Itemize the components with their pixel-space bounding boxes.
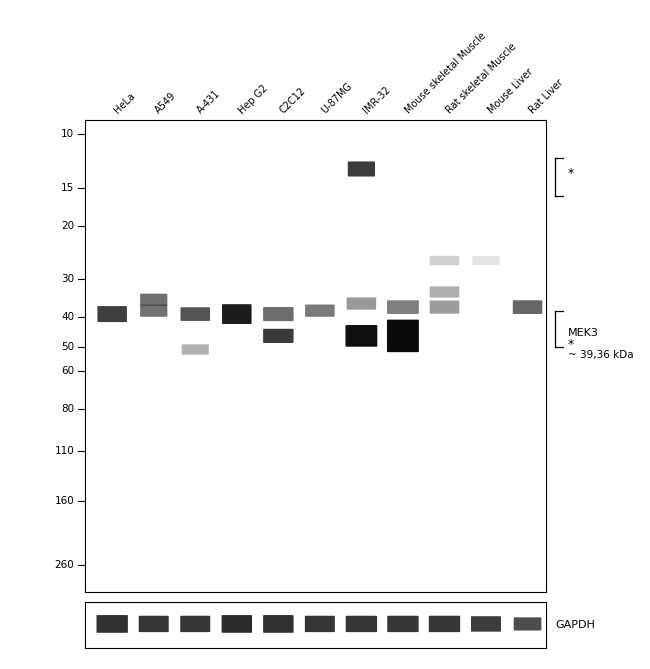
FancyBboxPatch shape bbox=[180, 615, 210, 632]
FancyBboxPatch shape bbox=[140, 304, 167, 317]
Text: *: * bbox=[568, 167, 575, 180]
Text: 80: 80 bbox=[61, 404, 74, 414]
Text: Hep G2: Hep G2 bbox=[237, 83, 270, 116]
FancyBboxPatch shape bbox=[263, 615, 294, 633]
Text: 110: 110 bbox=[55, 446, 74, 456]
Text: ~ 39,36 kDa: ~ 39,36 kDa bbox=[568, 350, 634, 360]
FancyBboxPatch shape bbox=[346, 615, 377, 632]
FancyBboxPatch shape bbox=[430, 300, 460, 314]
FancyBboxPatch shape bbox=[96, 615, 128, 633]
Text: 40: 40 bbox=[61, 312, 74, 322]
FancyBboxPatch shape bbox=[430, 256, 460, 265]
Text: U-87MG: U-87MG bbox=[320, 81, 354, 116]
FancyBboxPatch shape bbox=[222, 304, 252, 324]
Text: *: * bbox=[568, 338, 575, 351]
FancyBboxPatch shape bbox=[430, 286, 460, 298]
FancyBboxPatch shape bbox=[98, 306, 127, 322]
Text: Mouse Liver: Mouse Liver bbox=[486, 67, 535, 116]
Text: 10: 10 bbox=[61, 129, 74, 139]
FancyBboxPatch shape bbox=[263, 328, 294, 343]
Text: Mouse skeletal Muscle: Mouse skeletal Muscle bbox=[403, 31, 488, 116]
Text: 50: 50 bbox=[61, 342, 74, 352]
FancyBboxPatch shape bbox=[387, 615, 419, 632]
FancyBboxPatch shape bbox=[514, 617, 541, 630]
FancyBboxPatch shape bbox=[305, 304, 335, 317]
Text: C2C12: C2C12 bbox=[278, 86, 308, 116]
FancyBboxPatch shape bbox=[140, 294, 167, 306]
FancyBboxPatch shape bbox=[138, 615, 169, 632]
Text: Rat Liver: Rat Liver bbox=[528, 78, 566, 116]
FancyBboxPatch shape bbox=[471, 616, 501, 632]
FancyBboxPatch shape bbox=[346, 298, 376, 310]
Text: MEK3: MEK3 bbox=[568, 328, 599, 339]
Text: 20: 20 bbox=[61, 221, 74, 231]
FancyBboxPatch shape bbox=[346, 325, 377, 347]
Text: 260: 260 bbox=[55, 560, 74, 569]
FancyBboxPatch shape bbox=[263, 307, 294, 321]
FancyBboxPatch shape bbox=[387, 320, 419, 352]
Text: 30: 30 bbox=[61, 274, 74, 284]
FancyBboxPatch shape bbox=[387, 300, 419, 314]
Text: GAPDH: GAPDH bbox=[555, 620, 595, 630]
Text: 160: 160 bbox=[55, 496, 74, 506]
FancyBboxPatch shape bbox=[513, 300, 542, 314]
FancyBboxPatch shape bbox=[429, 615, 460, 632]
FancyBboxPatch shape bbox=[222, 615, 252, 633]
Text: Rat skeletal Muscle: Rat skeletal Muscle bbox=[445, 41, 518, 116]
Text: A549: A549 bbox=[153, 91, 179, 116]
Text: 60: 60 bbox=[61, 366, 74, 376]
FancyBboxPatch shape bbox=[348, 161, 375, 177]
FancyBboxPatch shape bbox=[181, 307, 210, 321]
FancyBboxPatch shape bbox=[473, 256, 500, 265]
Text: 15: 15 bbox=[61, 183, 74, 193]
Text: IMR-32: IMR-32 bbox=[361, 85, 393, 116]
Text: HeLa: HeLa bbox=[112, 91, 137, 116]
Text: A-431: A-431 bbox=[195, 89, 222, 116]
FancyBboxPatch shape bbox=[181, 345, 209, 355]
FancyBboxPatch shape bbox=[305, 615, 335, 632]
